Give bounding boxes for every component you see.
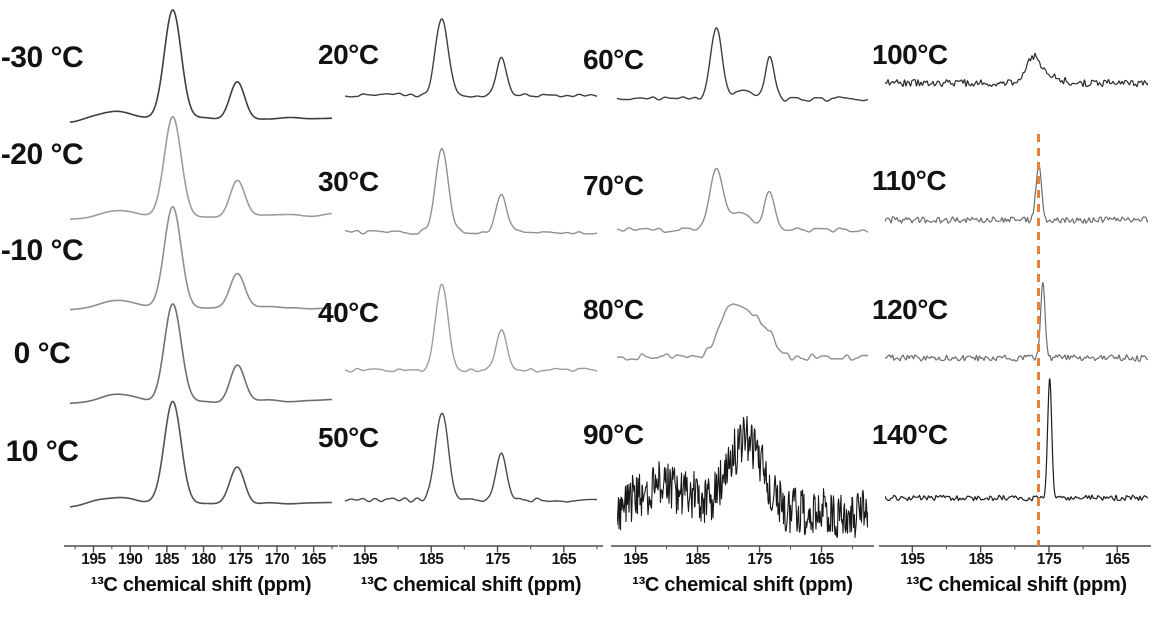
nmr-spectrum-trace	[70, 115, 332, 220]
x-axis-title: ¹³C chemical shift (ppm)	[360, 574, 582, 596]
axis-tick-label: 180	[191, 551, 216, 568]
x-axis-title: ¹³C chemical shift (ppm)	[632, 574, 853, 596]
nmr-spectrum-trace	[345, 283, 597, 373]
temperature-label: 100°C	[872, 39, 948, 70]
temperature-label: 0 °C	[13, 337, 71, 370]
x-axis-title: ¹³C chemical shift (ppm)	[906, 574, 1127, 596]
axis-tick-label: 185	[154, 551, 180, 568]
temperature-label: 80°C	[583, 294, 644, 325]
axis-tick-label: 175	[747, 551, 772, 568]
temperature-label: 70°C	[583, 170, 644, 201]
axis-tick-label: 175	[485, 551, 510, 568]
temperature-label: -10 °C	[0, 234, 84, 267]
axis-tick-label: 185	[685, 551, 710, 568]
nmr-spectrum-trace	[617, 303, 868, 361]
x-axis	[611, 545, 874, 553]
nmr-spectrum-trace	[70, 9, 332, 123]
nmr-spectrum-trace	[885, 163, 1148, 224]
nmr-spectrum-trace	[885, 281, 1148, 362]
x-axis	[879, 545, 1151, 553]
nmr-spectrum-trace	[345, 18, 597, 98]
nmr-spectrum-trace	[70, 400, 332, 508]
nmr-spectrum-trace	[70, 303, 332, 405]
axis-tick-label: 175	[1036, 551, 1062, 568]
temperature-label: 20°C	[318, 39, 379, 70]
x-axis	[64, 545, 338, 553]
temperature-label: 90°C	[583, 419, 644, 450]
nmr-spectrum-trace	[345, 412, 597, 503]
temperature-label: 50°C	[318, 422, 379, 453]
nmr-spectrum-trace	[885, 52, 1148, 88]
nmr-spectrum-trace	[617, 415, 868, 539]
nmr-spectrum-trace	[617, 27, 868, 102]
reference-dashed-line	[1036, 134, 1040, 546]
axis-tick-label: 170	[264, 551, 290, 568]
temperature-label: 140°C	[872, 419, 948, 450]
axis-tick-label: 165	[301, 551, 326, 568]
x-axis-title: ¹³C chemical shift (ppm)	[90, 574, 312, 596]
axis-tick-label: 195	[352, 551, 378, 568]
axis-tick-label: 175	[228, 551, 253, 568]
axis-tick-label: 190	[117, 551, 143, 568]
temperature-label: 110°C	[872, 165, 947, 196]
temperature-label: 30°C	[318, 166, 379, 197]
temperature-label: 10 °C	[5, 435, 79, 468]
axis-tick-label: 185	[419, 551, 444, 568]
temperature-label: 60°C	[583, 44, 644, 75]
x-axis	[339, 545, 603, 553]
axis-tick-label: 195	[900, 551, 925, 568]
nmr-spectrum-trace	[885, 378, 1148, 502]
axis-tick-label: 165	[551, 551, 577, 568]
axis-tick-label: 165	[1105, 551, 1130, 568]
axis-tick-label: 165	[809, 551, 834, 568]
axis-tick-label: 195	[81, 551, 106, 568]
temperature-label: 40°C	[318, 297, 379, 328]
temperature-label: -20 °C	[0, 138, 84, 171]
temperature-label: 120°C	[872, 294, 948, 325]
axis-tick-label: 185	[968, 551, 993, 568]
nmr-spectrum-trace	[70, 206, 332, 311]
temperature-label: -30 °C	[0, 41, 84, 74]
nmr-spectrum-trace	[617, 167, 868, 234]
axis-tick-label: 195	[623, 551, 648, 568]
nmr-spectrum-trace	[345, 148, 597, 235]
